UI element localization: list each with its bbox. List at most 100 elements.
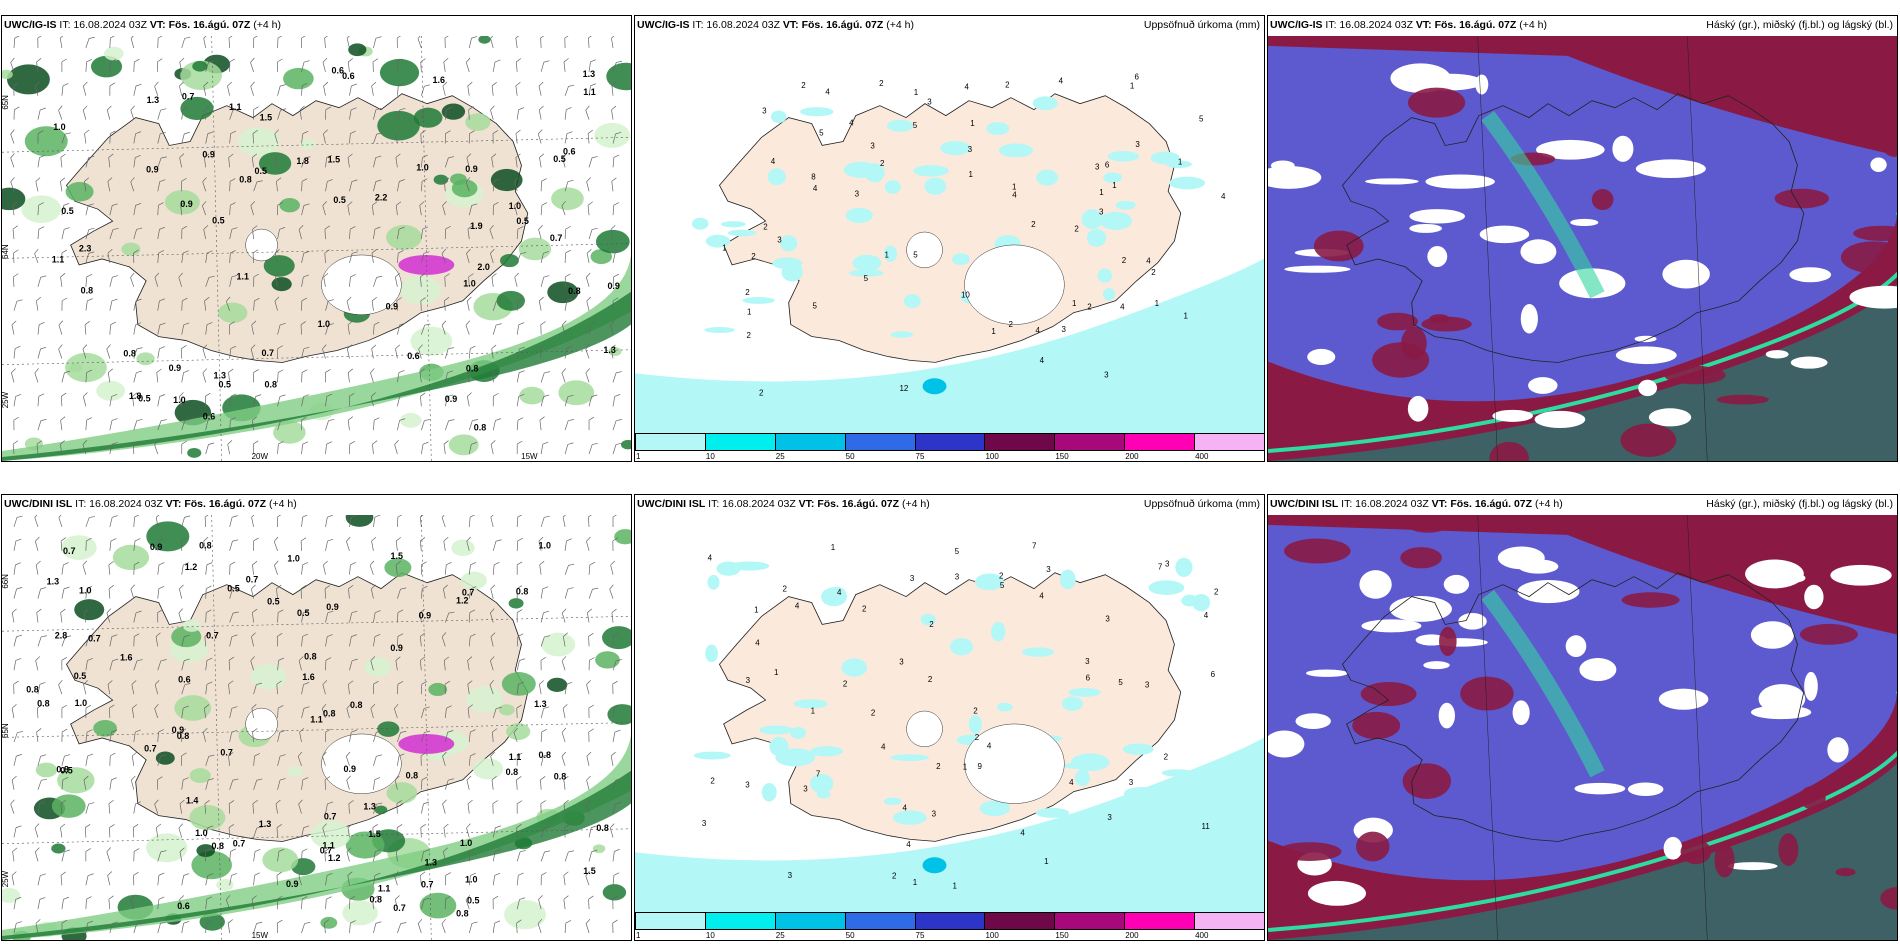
wind-barb — [60, 799, 66, 814]
wind-barb — [108, 585, 115, 599]
precip-value-label: 1.3 — [213, 371, 225, 381]
glacier-patch — [245, 228, 278, 262]
cloud-edge — [1268, 691, 1897, 933]
wind-barb — [157, 226, 166, 240]
wind-barb — [60, 537, 67, 551]
wind-barb — [59, 36, 65, 49]
wind-barb — [225, 895, 231, 910]
wind-barb — [516, 561, 523, 575]
wind-barb — [301, 777, 309, 790]
high-cloud — [1778, 833, 1799, 866]
wind-barb — [133, 58, 140, 72]
wind-barb — [133, 347, 143, 359]
precip-amount-label: 9 — [977, 762, 982, 771]
wind-barb — [12, 847, 18, 862]
precip-amount-label: 2 — [745, 288, 750, 297]
clear-sky-patch — [1409, 209, 1465, 224]
high-cloud — [1439, 626, 1457, 656]
wind-barb — [420, 561, 427, 575]
precip-value-label: 0.9 — [390, 643, 402, 653]
colorbar-tick-label: 50 — [845, 452, 855, 461]
wind-barb — [588, 227, 598, 240]
wind-barb — [516, 226, 524, 240]
panel-header: UWC/DINI ISL IT: 16.08.2024 03Z VT: Fös.… — [4, 498, 297, 510]
wind-barb — [516, 824, 522, 838]
precip-area — [761, 783, 777, 802]
wind-barb — [205, 896, 213, 910]
wind-barb — [562, 704, 568, 719]
wind-barb — [157, 36, 164, 48]
wind-barb — [154, 439, 159, 455]
precip-cell — [590, 249, 613, 265]
precip-amount-label: 2 — [1122, 256, 1127, 265]
wind-barb — [301, 416, 307, 431]
wind-barb — [537, 129, 543, 144]
panel-right-title: Háský (gr.), miðský (fj.bl.) og lágský (… — [1706, 498, 1893, 510]
precip-cell — [519, 386, 545, 405]
precip-area — [986, 122, 1010, 135]
wind-barb — [84, 177, 90, 192]
wind-barb — [132, 392, 138, 407]
wind-barb — [490, 248, 495, 264]
cloud-map — [1268, 36, 1897, 461]
wind-barb — [420, 824, 426, 838]
clear-sky-patch — [1663, 836, 1683, 860]
wind-barb — [277, 84, 286, 96]
wind-barb — [157, 108, 167, 120]
wind-barb — [157, 921, 167, 934]
precip-value-label: 1.3 — [363, 802, 375, 812]
precip-area — [772, 257, 803, 270]
wind-barb — [179, 153, 185, 168]
wind-barb — [157, 179, 166, 192]
wind-barb — [538, 225, 543, 240]
precip-colorbar: 1 10 25 50 75 100 150 200 400 — [635, 912, 1264, 940]
wind-barb — [34, 536, 40, 551]
wind-barb — [492, 895, 499, 910]
colorbar-swatch — [1124, 433, 1196, 451]
wind-barb — [61, 203, 70, 216]
wind-barb — [444, 561, 452, 575]
wind-barb — [490, 608, 495, 623]
precip-amount-label: 1 — [991, 327, 996, 336]
clear-sky-patch — [1475, 74, 1489, 95]
colorbar-tick-label: 150 — [1055, 452, 1069, 461]
wind-barb — [612, 515, 619, 527]
wind-barb — [586, 177, 591, 192]
wind-barb — [157, 537, 164, 551]
wind-barb — [492, 539, 502, 551]
precip-area — [1032, 96, 1059, 111]
wind-barb — [276, 680, 282, 695]
wind-barb — [106, 105, 112, 120]
wind-barb — [420, 706, 430, 719]
precip-cell — [121, 242, 141, 256]
wind-barb — [58, 680, 63, 695]
wind-barb — [205, 848, 211, 862]
precip-value-label: 0.5 — [297, 608, 309, 618]
wind-barb — [154, 680, 160, 695]
wind-barb — [251, 584, 256, 599]
precip-amount-label: 4 — [1012, 191, 1017, 200]
wind-barb — [370, 392, 376, 407]
wind-barb — [276, 177, 282, 192]
precip-amount-label: 3 — [855, 190, 860, 199]
precip-value-label: 0.7 — [144, 743, 156, 753]
high-cloud — [1402, 763, 1451, 799]
wind-barb — [587, 515, 594, 527]
precip-cell — [478, 36, 491, 44]
colorbar-swatch — [704, 912, 776, 930]
colorbar-tick-label: 1 — [636, 931, 641, 940]
wind-barb — [203, 536, 209, 551]
wind-barb — [419, 273, 426, 287]
wind-barb — [133, 610, 142, 623]
precip-amount-label: 4 — [849, 119, 854, 128]
wind-barb — [373, 36, 382, 49]
wind-barb — [10, 57, 15, 72]
precip-cell — [187, 447, 202, 458]
wind-barb — [85, 36, 95, 49]
precip-value-label: 0.6 — [177, 901, 189, 911]
wind-barb — [490, 584, 496, 599]
precip-value-label: 0.5 — [553, 154, 565, 164]
precip-value-label: 0.5 — [61, 206, 73, 216]
precip-value-label: 1.0 — [195, 828, 207, 838]
wind-barb — [204, 515, 211, 527]
